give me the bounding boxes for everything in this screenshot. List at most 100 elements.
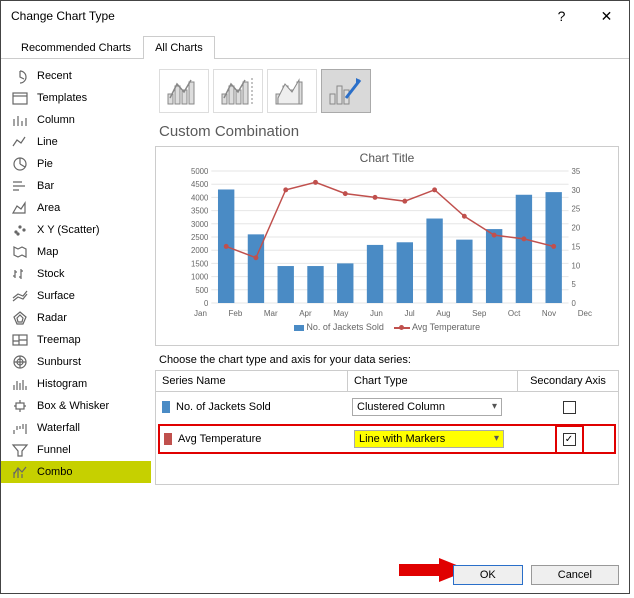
main-panel: Custom Combination Chart Title 0 500 1000 1…	[151, 59, 629, 559]
bar-icon	[11, 178, 29, 194]
dialog-tabs: Recommended Charts All Charts	[1, 31, 629, 59]
series-swatch	[164, 433, 172, 445]
sidebar-item-treemap[interactable]: Treemap	[1, 329, 151, 351]
chart-title: Chart Title	[160, 151, 614, 165]
combo-presets	[155, 65, 619, 117]
series-name: Avg Temperature	[178, 433, 261, 445]
sunburst-icon	[11, 354, 29, 370]
recent-icon	[11, 68, 29, 84]
sidebar-item-funnel[interactable]: Funnel	[1, 439, 151, 461]
pie-icon	[11, 156, 29, 172]
chart-svg: 0500100015002000250030003500400045005000…	[182, 167, 592, 307]
map-icon	[11, 244, 29, 260]
sidebar-item-bar[interactable]: Bar	[1, 175, 151, 197]
tab-recommended-charts[interactable]: Recommended Charts	[9, 36, 143, 59]
sidebar-item-combo[interactable]: Combo	[1, 461, 151, 483]
combo-preset-1[interactable]	[159, 69, 209, 113]
svg-text:3500: 3500	[191, 207, 209, 216]
svg-text:2000: 2000	[191, 246, 209, 255]
chart-legend: No. of Jackets Sold Avg Temperature	[160, 322, 614, 332]
svg-text:500: 500	[195, 286, 209, 295]
treemap-icon	[11, 332, 29, 348]
svg-text:5000: 5000	[191, 167, 209, 176]
series-table-head: Series Name Chart Type Secondary Axis	[156, 371, 618, 392]
tab-all-charts[interactable]: All Charts	[143, 36, 215, 59]
svg-text:25: 25	[572, 205, 581, 214]
cancel-button[interactable]: Cancel	[531, 565, 619, 585]
col-secondary-axis: Secondary Axis	[518, 371, 618, 391]
histogram-icon	[11, 376, 29, 392]
xy-icon	[11, 222, 29, 238]
sidebar-item-histogram[interactable]: Histogram	[1, 373, 151, 395]
sidebar-item-radar[interactable]: Radar	[1, 307, 151, 329]
sidebar-item-pie[interactable]: Pie	[1, 153, 151, 175]
series-row-1: Avg Temperature Line with Markers ✓	[158, 424, 616, 454]
close-button[interactable]: ✕	[584, 1, 629, 31]
chart-x-labels: JanFebMarAprMayJunJulAugSepOctNovDec	[194, 309, 592, 318]
series-row-0: No. of Jackets Sold Clustered Column	[156, 392, 618, 422]
sidebar-item-xy[interactable]: X Y (Scatter)	[1, 219, 151, 241]
radar-icon	[11, 310, 29, 326]
legend-line-swatch	[394, 327, 410, 329]
sidebar-item-waterfall[interactable]: Waterfall	[1, 417, 151, 439]
secondary-axis-checkbox[interactable]	[563, 401, 576, 414]
chart-type-sidebar: RecentTemplatesColumnLinePieBarAreaX Y (…	[1, 59, 151, 559]
combo-preset-custom[interactable]	[321, 69, 371, 113]
sidebar-item-area[interactable]: Area	[1, 197, 151, 219]
dialog-footer: OK Cancel	[453, 565, 619, 585]
sidebar-item-column[interactable]: Column	[1, 109, 151, 131]
svg-text:1500: 1500	[191, 259, 209, 268]
sidebar-item-templates[interactable]: Templates	[1, 87, 151, 109]
col-chart-type: Chart Type	[348, 371, 518, 391]
subtype-heading: Custom Combination	[159, 123, 619, 140]
combo-icon	[11, 464, 29, 480]
series-instruction: Choose the chart type and axis for your …	[159, 354, 619, 366]
dialog-title: Change Chart Type	[11, 9, 539, 23]
svg-text:30: 30	[572, 186, 581, 195]
sidebar-item-line[interactable]: Line	[1, 131, 151, 153]
sidebar-item-map[interactable]: Map	[1, 241, 151, 263]
box-icon	[11, 398, 29, 414]
svg-text:4500: 4500	[191, 180, 209, 189]
svg-text:2500: 2500	[191, 233, 209, 242]
ok-button[interactable]: OK	[453, 565, 523, 585]
waterfall-icon	[11, 420, 29, 436]
col-series-name: Series Name	[156, 371, 348, 391]
surface-icon	[11, 288, 29, 304]
svg-text:15: 15	[572, 242, 581, 251]
svg-text:1000: 1000	[191, 273, 209, 282]
svg-text:20: 20	[572, 223, 581, 232]
svg-text:10: 10	[572, 261, 581, 270]
sidebar-item-sunburst[interactable]: Sunburst	[1, 351, 151, 373]
titlebar: Change Chart Type ? ✕	[1, 1, 629, 31]
svg-text:35: 35	[572, 167, 581, 176]
svg-text:0: 0	[204, 299, 209, 307]
sidebar-item-recent[interactable]: Recent	[1, 65, 151, 87]
svg-text:0: 0	[572, 299, 577, 307]
sidebar-item-stock[interactable]: Stock	[1, 263, 151, 285]
svg-text:3000: 3000	[191, 220, 209, 229]
sidebar-item-surface[interactable]: Surface	[1, 285, 151, 307]
secondary-axis-checkbox[interactable]: ✓	[563, 433, 576, 446]
series-table: Series Name Chart Type Secondary Axis No…	[155, 370, 619, 485]
line-icon	[11, 134, 29, 150]
combo-preset-3[interactable]	[267, 69, 317, 113]
series-name: No. of Jackets Sold	[176, 401, 271, 413]
legend-line-label: Avg Temperature	[412, 322, 480, 332]
stock-icon	[11, 266, 29, 282]
funnel-icon	[11, 442, 29, 458]
series-swatch	[162, 401, 170, 413]
legend-bar-label: No. of Jackets Sold	[306, 322, 384, 332]
legend-bar-swatch	[294, 325, 304, 331]
column-icon	[11, 112, 29, 128]
combo-preset-2[interactable]	[213, 69, 263, 113]
area-icon	[11, 200, 29, 216]
svg-text:5: 5	[572, 280, 577, 289]
sidebar-item-box[interactable]: Box & Whisker	[1, 395, 151, 417]
templates-icon	[11, 90, 29, 106]
chart-type-dropdown[interactable]: Clustered Column	[352, 398, 502, 416]
change-chart-type-dialog: Change Chart Type ? ✕ Recommended Charts…	[0, 0, 630, 594]
help-button[interactable]: ?	[539, 1, 584, 31]
chart-preview: Chart Title 0 500 1000 1500 2000 2500 3000 3500…	[155, 146, 619, 346]
chart-type-dropdown[interactable]: Line with Markers	[354, 430, 504, 448]
